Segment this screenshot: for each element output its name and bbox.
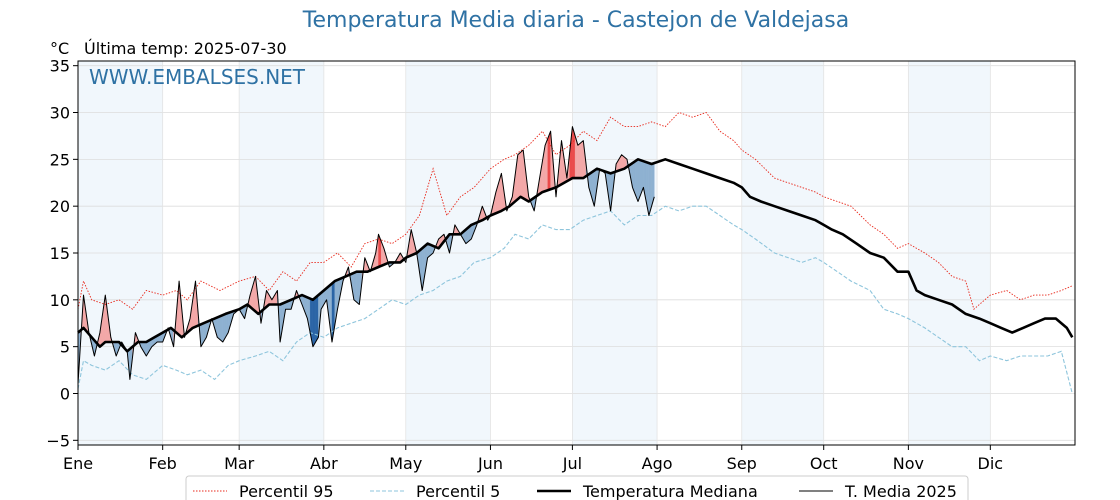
above-median-fill (580, 140, 584, 179)
y-tick-label: 5 (60, 338, 70, 357)
y-axis: −5 0 5 10 15 20 25 30 35 (46, 57, 78, 450)
legend-label: Percentil 95 (239, 482, 334, 500)
y-tick-label: 25 (50, 150, 70, 169)
legend: Percentil 95 Percentil 5 Temperatura Media… (185, 475, 969, 500)
y-tick-label: 15 (50, 244, 70, 263)
x-tick-label: Jul (562, 454, 582, 473)
above-median-fill (517, 151, 521, 200)
series-lines (77, 111, 1074, 394)
y-tick-label: 30 (50, 104, 70, 123)
last-temp-label: Última temp: 2025-07-30 (84, 39, 287, 58)
below-median-fill (353, 271, 357, 303)
x-tick-label: Feb (149, 454, 177, 473)
series-temperatura-mediana (77, 158, 1074, 353)
x-tick-label: Oct (810, 454, 838, 473)
series-percentil-95 (77, 111, 1073, 310)
x-tick-label: Mar (224, 454, 255, 473)
legend-box (185, 475, 969, 500)
grid-lines (77, 61, 1075, 445)
y-unit-label: °C (50, 39, 70, 58)
x-tick-label: Ene (63, 454, 93, 473)
legend-label: Temperatura Mediana (582, 482, 758, 500)
x-axis: Ene Feb Mar Abr May Jun Jul Ago Sep Oct Nov Dic (63, 445, 1003, 473)
x-tick-label: Jun (477, 454, 503, 473)
y-tick-label: 35 (50, 57, 70, 76)
legend-label: Percentil 5 (416, 482, 500, 500)
y-tick-label: 20 (50, 197, 70, 216)
series-percentil-5 (77, 205, 1073, 394)
above-median-fill (544, 138, 548, 192)
below-median-fill (217, 315, 221, 341)
x-tick-label: Sep (727, 454, 757, 473)
above-median-fill (577, 142, 581, 179)
below-median-fill (356, 271, 360, 305)
x-tick-label: Nov (893, 454, 924, 473)
below-median-fill (219, 314, 224, 343)
above-median-fill (547, 131, 551, 191)
legend-label: T. Media 2025 (844, 482, 957, 500)
chart-title: Temperatura Media diaria - Castejon de V… (302, 8, 850, 33)
below-median-fill (312, 297, 316, 348)
above-median-fill (520, 149, 524, 199)
x-tick-label: May (389, 454, 422, 473)
x-tick-label: Dic (978, 454, 1004, 473)
y-tick-label: 0 (60, 384, 70, 403)
x-tick-label: Ago (642, 454, 673, 473)
x-tick-label: Abr (310, 454, 338, 473)
watermark: WWW.EMBALSES.NET (89, 65, 306, 89)
y-tick-label: 10 (50, 291, 70, 310)
y-tick-label: −5 (46, 431, 70, 450)
series-t-media-2025 (77, 126, 655, 385)
